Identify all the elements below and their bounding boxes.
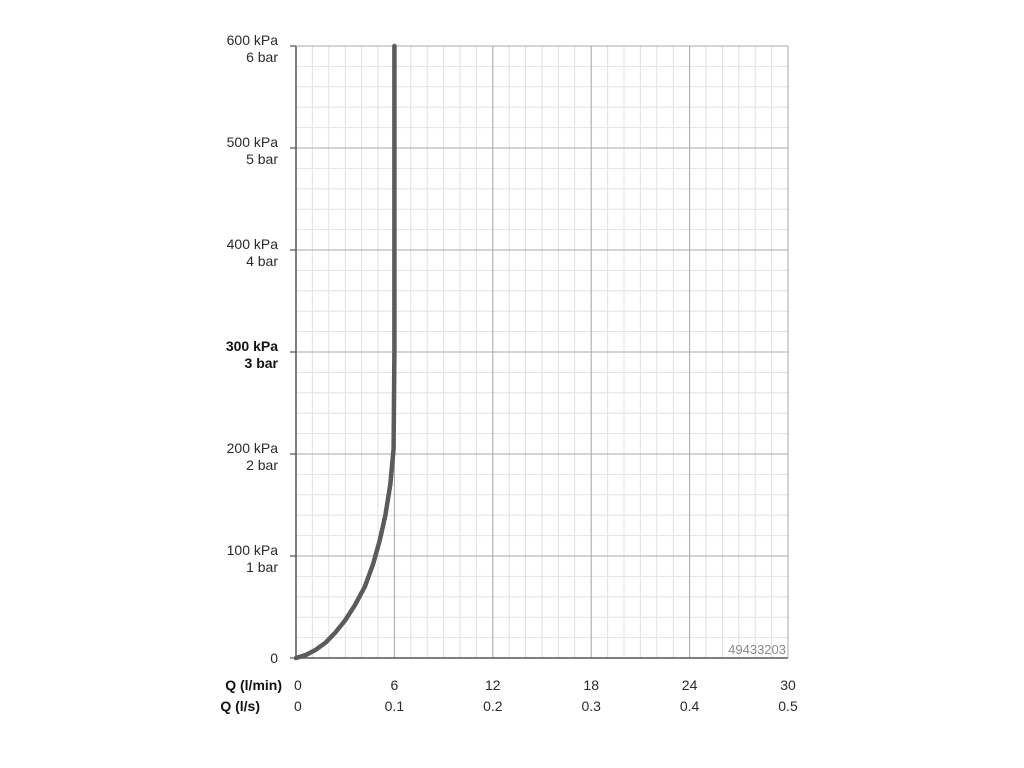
y-tick-label-kpa: 200 kPa <box>227 440 279 456</box>
x-tick-label-secondary: 0.1 <box>385 698 405 714</box>
y-tick-label-kpa: 0 <box>270 650 278 666</box>
y-tick-label-kpa: 600 kPa <box>227 32 279 48</box>
flow-curve <box>293 43 397 661</box>
x-tick-label-primary: 18 <box>583 677 599 693</box>
y-tick-label-bar: 4 bar <box>246 253 278 269</box>
x-tick-labels: Q (l/min) Q (l/s) 0 6 12 18 24 30 0 0.1 0.2 0.3 0.4 0… <box>220 677 798 714</box>
x-tick-label-secondary: 0.4 <box>680 698 700 714</box>
x-tick-label-secondary: 0.5 <box>778 698 798 714</box>
product-code-label: 49433203 <box>728 642 786 657</box>
x-axis-name-primary: Q (l/min) <box>225 677 282 693</box>
y-tick-label-kpa: 400 kPa <box>227 236 279 252</box>
x-tick-label-primary: 30 <box>780 677 796 693</box>
x-tick-label-secondary: 0 <box>294 698 302 714</box>
x-tick-label-secondary: 0.3 <box>581 698 601 714</box>
series-layer <box>293 43 397 661</box>
y-tick-label-kpa: 300 kPa <box>226 338 278 354</box>
x-tick-label-primary: 6 <box>391 677 399 693</box>
x-tick-label-primary: 12 <box>485 677 501 693</box>
y-tick-label-kpa: 500 kPa <box>227 134 279 150</box>
x-tick-label-primary: 24 <box>682 677 698 693</box>
y-tick-label-bar: 3 bar <box>245 355 279 371</box>
y-tick-label-bar: 5 bar <box>246 151 278 167</box>
x-tick-label-primary: 0 <box>294 677 302 693</box>
y-tick-label-bar: 2 bar <box>246 457 278 473</box>
axes <box>290 45 789 659</box>
x-axis-name-secondary: Q (l/s) <box>220 698 260 714</box>
x-tick-label-secondary: 0.2 <box>483 698 503 714</box>
y-tick-label-bar: 6 bar <box>246 49 278 65</box>
y-tick-label-kpa: 100 kPa <box>227 542 279 558</box>
y-tick-label-bar: 1 bar <box>246 559 278 575</box>
